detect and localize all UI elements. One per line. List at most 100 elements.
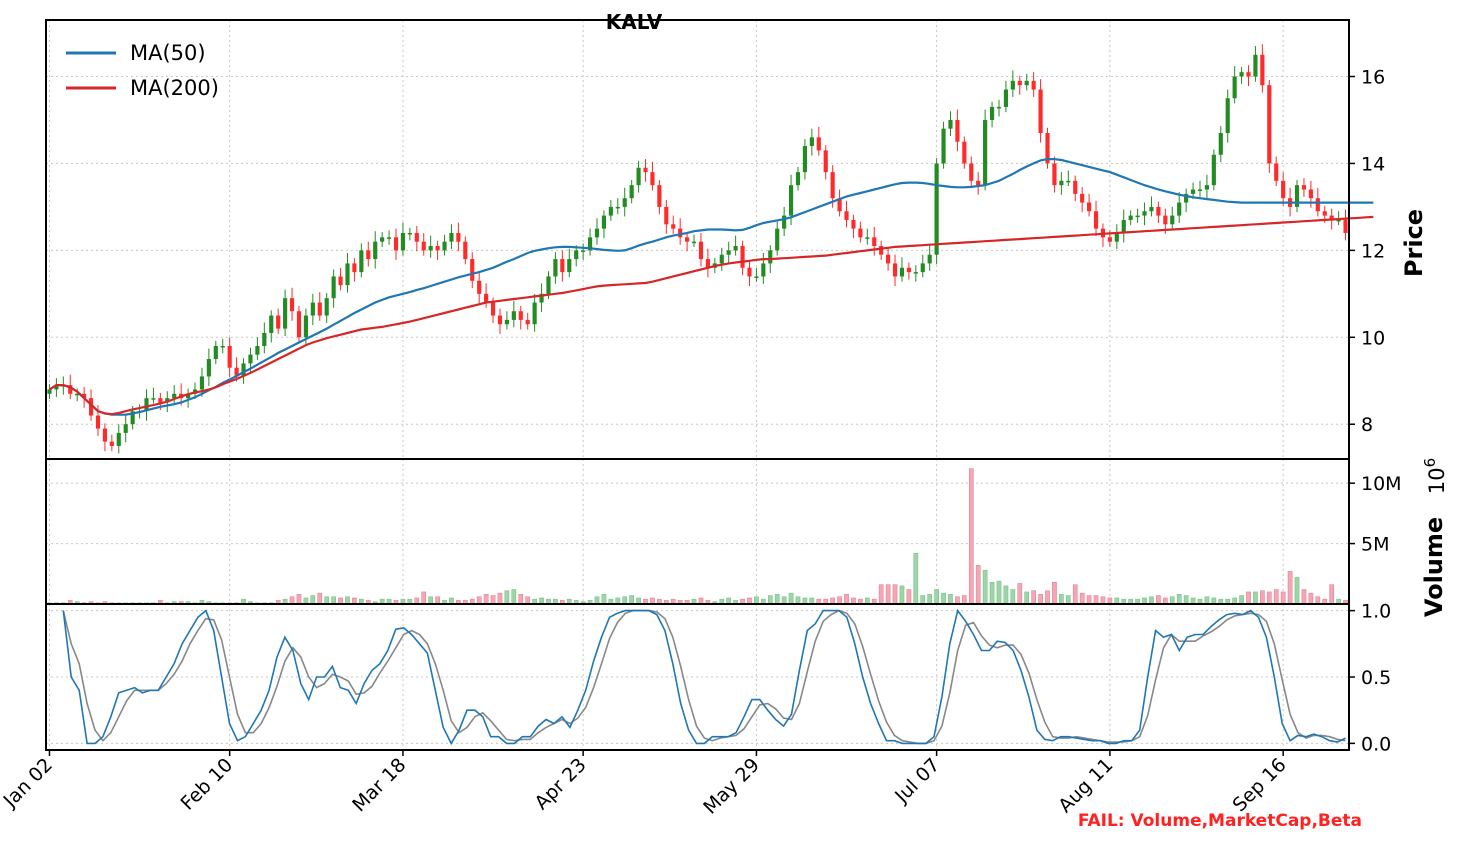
candle-body xyxy=(109,441,114,446)
volume-bar xyxy=(788,592,794,605)
volume-bar xyxy=(1308,592,1314,605)
candle-body xyxy=(858,228,863,238)
volume-tick-label: 5M xyxy=(1361,534,1389,556)
candle-body xyxy=(747,267,752,277)
candle-body xyxy=(373,241,378,260)
candle-body xyxy=(165,398,170,403)
candle-body xyxy=(1246,72,1251,77)
osc-tick-label: 0.0 xyxy=(1361,733,1391,755)
candle-body xyxy=(1294,185,1300,207)
volume-bar xyxy=(1052,582,1057,605)
candle-body xyxy=(955,119,960,142)
volume-bar xyxy=(962,595,967,605)
candle-body xyxy=(449,232,454,242)
candle-body xyxy=(844,211,849,220)
candle-body xyxy=(1308,189,1313,199)
x-tick-label: Jul 07 xyxy=(890,754,944,808)
volume-bar xyxy=(941,592,946,605)
candle-body xyxy=(719,254,724,264)
moving-averages xyxy=(48,158,1374,416)
volume-exponent-base: 10 xyxy=(1425,467,1449,494)
x-tick-label: Apr 23 xyxy=(531,754,591,814)
candle-body xyxy=(511,311,516,320)
volume-bar xyxy=(774,594,780,605)
candle-body xyxy=(151,398,156,400)
candle-body xyxy=(587,237,593,251)
legend-label-ma200: MA(200) xyxy=(130,76,219,100)
candle-body xyxy=(227,345,232,368)
candle-body xyxy=(220,345,225,348)
candle-body xyxy=(102,428,107,442)
candle-body xyxy=(490,302,496,316)
candle-body xyxy=(615,206,620,209)
stoch-d-line xyxy=(62,609,1346,745)
candle-body xyxy=(497,315,503,325)
candle-body xyxy=(1045,133,1050,164)
volume-bar xyxy=(1253,591,1258,605)
candle-body xyxy=(539,293,544,303)
candle-body xyxy=(421,241,426,251)
candle-body xyxy=(158,398,163,403)
candle-body xyxy=(1093,211,1099,229)
volume-bar xyxy=(1156,595,1161,605)
volume-bar xyxy=(421,591,427,605)
candle-body xyxy=(1114,232,1119,242)
candle-body xyxy=(553,259,558,277)
candle-body xyxy=(989,106,995,120)
candle-body xyxy=(276,315,281,329)
candle-body xyxy=(414,232,419,242)
candle-body xyxy=(913,272,918,274)
candle-body xyxy=(581,250,586,252)
candle-body xyxy=(594,228,600,238)
candle-body xyxy=(95,415,101,429)
candle-body xyxy=(886,254,891,264)
candle-body xyxy=(782,215,787,229)
price-tick-label: 10 xyxy=(1361,327,1385,349)
candle-body xyxy=(622,198,627,207)
candle-body xyxy=(657,185,662,207)
volume-bar xyxy=(955,596,960,605)
volume-bar xyxy=(996,580,1002,605)
volume-bar xyxy=(518,594,524,605)
axis-ticks: Jan 02 Feb 10 Mar 18 Apr 23 May 29 Jul 07 Aug … xyxy=(0,67,1402,819)
candle-body xyxy=(1052,163,1057,186)
volume-bar xyxy=(920,595,926,605)
price-tick-label: 8 xyxy=(1361,414,1373,436)
candle-body xyxy=(1301,185,1307,190)
candle-body xyxy=(879,246,884,255)
candle-body xyxy=(525,319,530,325)
candle-body xyxy=(1031,80,1036,90)
price-tick-label: 16 xyxy=(1361,67,1385,89)
volume-bar xyxy=(1072,584,1078,605)
candle-body xyxy=(289,298,295,312)
volume-bar xyxy=(1093,595,1099,605)
candle-body xyxy=(331,276,336,299)
candle-body xyxy=(262,332,267,346)
candle-body xyxy=(664,206,669,225)
volume-bar xyxy=(1176,594,1182,605)
volume-bar xyxy=(511,589,517,605)
legend-label-ma50: MA(50) xyxy=(130,41,206,65)
x-tick-label: Feb 10 xyxy=(176,754,237,815)
volume-bar xyxy=(1045,590,1050,605)
candle-body xyxy=(608,206,613,216)
candle-body xyxy=(130,411,135,425)
volume-bar xyxy=(948,594,953,605)
ma50-line xyxy=(48,158,1374,416)
candle-body xyxy=(393,237,399,251)
osc-tick-label: 1.0 xyxy=(1361,601,1391,623)
candle-body xyxy=(310,302,315,316)
volume-bar xyxy=(428,596,433,605)
volume-bar xyxy=(1239,595,1244,605)
candle-body xyxy=(892,263,898,277)
candle-body xyxy=(546,276,551,294)
candle-body xyxy=(830,172,835,199)
candle-body xyxy=(47,389,52,394)
candle-body xyxy=(1329,215,1334,220)
candle-body xyxy=(962,141,967,164)
volume-bar xyxy=(1280,591,1286,605)
candle-body xyxy=(1253,54,1258,77)
volume-bar xyxy=(1329,584,1335,605)
volume-bar xyxy=(1260,590,1265,605)
